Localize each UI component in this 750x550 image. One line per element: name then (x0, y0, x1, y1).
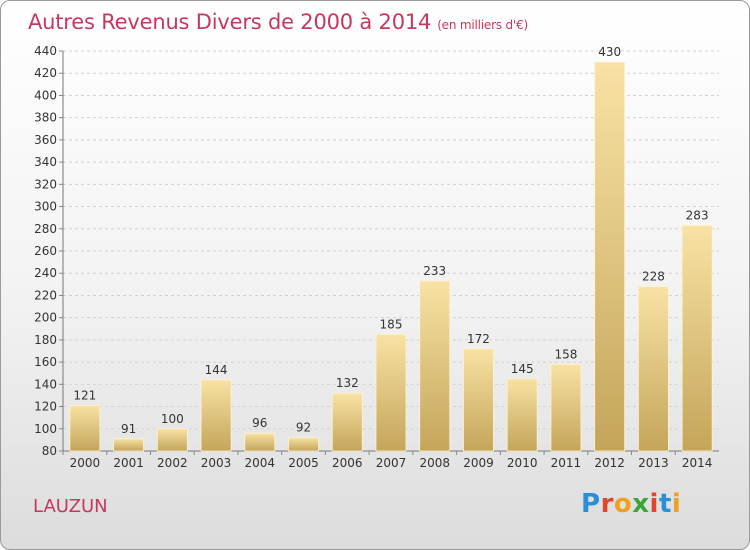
bar-value-label: 144 (205, 363, 228, 377)
bar-2003 (200, 379, 232, 452)
bar-2009 (463, 348, 494, 452)
logo-letter: i (671, 489, 682, 519)
y-tick-label: 380 (34, 111, 57, 125)
bar-2001 (113, 438, 144, 452)
bar-2005 (288, 437, 319, 452)
bar-value-label: 283 (686, 208, 709, 222)
bar-value-label: 145 (511, 362, 534, 376)
y-tick-label: 160 (34, 355, 57, 369)
bar-value-label: 158 (554, 347, 577, 361)
x-tick-label: 2008 (419, 456, 450, 470)
bar-value-label: 172 (467, 332, 490, 346)
x-tick-label: 2009 (463, 456, 494, 470)
bar-value-label: 91 (121, 422, 136, 436)
bar-value-label: 228 (642, 270, 665, 284)
bar-2006 (331, 392, 363, 452)
title-unit: (en milliers d'€) (437, 18, 528, 32)
y-tick-label: 180 (34, 333, 57, 347)
y-tick-label: 360 (34, 133, 57, 147)
y-tick-label: 320 (34, 177, 57, 191)
bar-value-label: 100 (161, 412, 184, 426)
bar-2007 (375, 333, 407, 452)
y-tick-label: 220 (34, 288, 57, 302)
logo-letter: r (600, 489, 614, 519)
bar-2000 (69, 405, 101, 452)
bar-2013 (638, 286, 669, 452)
y-tick-label: 300 (34, 200, 57, 214)
y-tick-label: 400 (34, 88, 57, 102)
x-tick-label: 2004 (245, 456, 276, 470)
y-tick-label: 200 (34, 311, 57, 325)
chart-title: Autres Revenus Divers de 2000 à 2014 (en … (28, 10, 528, 34)
bar-2012 (594, 61, 626, 452)
bar-value-label: 185 (380, 317, 403, 331)
y-tick-label: 80 (42, 444, 57, 458)
x-tick-label: 2014 (682, 456, 713, 470)
bar-value-label: 92 (296, 421, 311, 435)
x-tick-label: 2001 (113, 456, 144, 470)
bar-value-label: 233 (423, 264, 446, 278)
x-tick-label: 2011 (551, 456, 582, 470)
proxiti-logo: Proxiti (581, 489, 681, 519)
bar-value-label: 121 (73, 388, 96, 402)
y-tick-label: 340 (34, 155, 57, 169)
x-tick-label: 2003 (201, 456, 232, 470)
bar-value-label: 430 (598, 45, 621, 59)
x-tick-label: 2007 (376, 456, 407, 470)
logo-letter: t (658, 489, 672, 519)
bar-2008 (419, 280, 451, 452)
y-tick-label: 120 (34, 400, 57, 414)
bar-2011 (550, 363, 582, 452)
x-tick-label: 2005 (288, 456, 319, 470)
bar-2010 (506, 378, 538, 452)
y-tick-label: 440 (34, 44, 57, 58)
x-tick-label: 2013 (638, 456, 669, 470)
bar-2014 (681, 225, 713, 452)
x-tick-label: 2000 (70, 456, 101, 470)
bar-2002 (156, 428, 188, 452)
x-tick-label: 2006 (332, 456, 363, 470)
x-tick-label: 2010 (507, 456, 538, 470)
y-tick-label: 260 (34, 244, 57, 258)
x-tick-label: 2002 (157, 456, 188, 470)
logo-letter: i (649, 489, 659, 519)
logo-letter: x (632, 489, 650, 519)
y-tick-label: 240 (34, 266, 57, 280)
logo-letter: o (613, 489, 633, 519)
bar-value-label: 96 (252, 416, 267, 430)
bar-value-label: 132 (336, 376, 359, 390)
y-tick-label: 280 (34, 222, 57, 236)
y-tick-label: 100 (34, 422, 57, 436)
location-label: LAUZUN (33, 496, 108, 517)
title-text: Autres Revenus Divers de 2000 à 2014 (28, 10, 432, 34)
y-tick-label: 140 (34, 377, 57, 391)
logo-letter: P (581, 489, 601, 519)
y-tick-label: 420 (34, 66, 57, 80)
bar-2004 (244, 432, 276, 452)
x-tick-label: 2012 (594, 456, 625, 470)
